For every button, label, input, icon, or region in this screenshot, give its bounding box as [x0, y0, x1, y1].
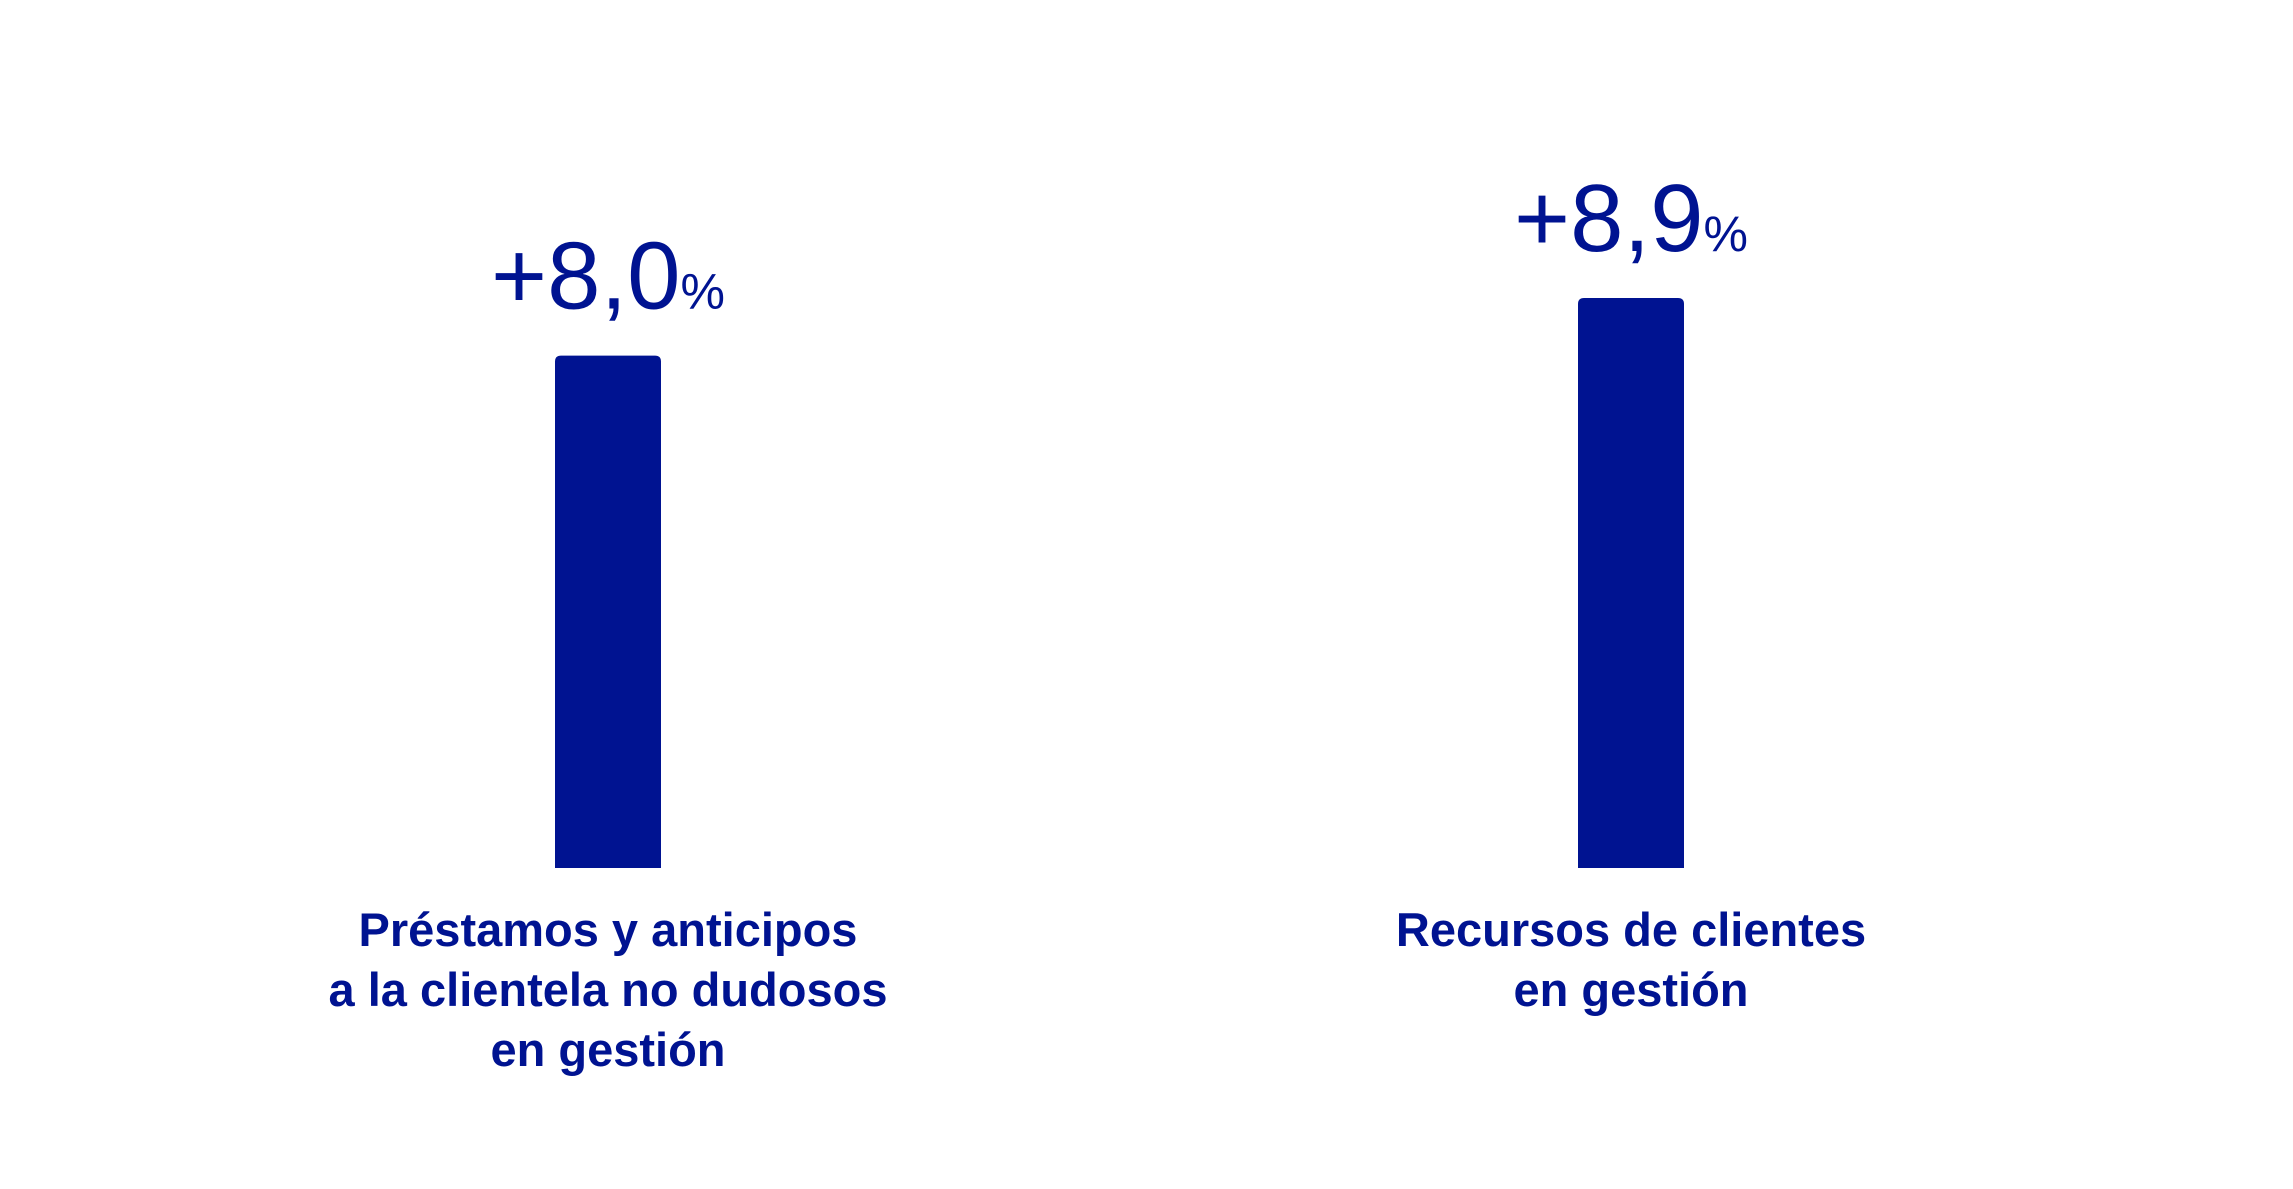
category-label-2: Recursos de clientes en gestión [1396, 903, 1866, 1016]
category-label-1: Préstamos y anticipos a la clientela no d… [329, 903, 888, 1076]
bar-2 [1578, 298, 1684, 868]
bar-1 [555, 355, 661, 868]
value-label-2: +8,9% [1514, 165, 1748, 272]
value-label-1: +8,0% [491, 223, 725, 330]
